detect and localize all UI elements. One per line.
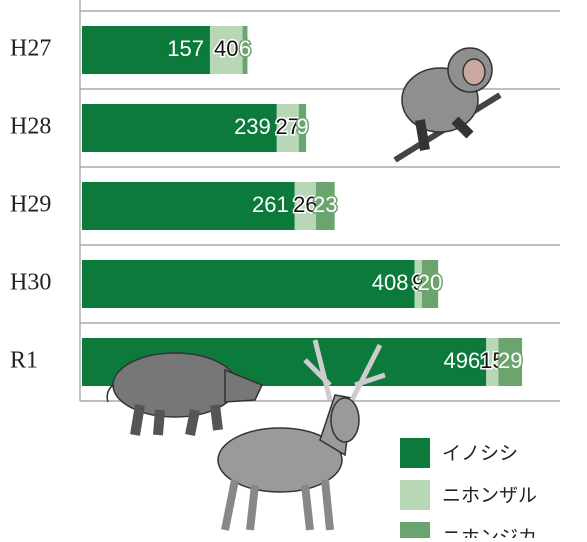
bar-segment	[82, 260, 415, 308]
y-tick-label: H30	[10, 270, 51, 296]
value-label: 496	[444, 348, 481, 373]
value-label: 6	[239, 36, 251, 61]
value-label: 408	[372, 270, 409, 295]
legend-swatch	[400, 480, 430, 510]
value-label: 239	[234, 114, 271, 139]
legend-swatch	[400, 522, 430, 538]
value-label: 261	[252, 192, 289, 217]
legend-label: ニホンザル	[442, 485, 537, 507]
value-label: 23	[313, 192, 337, 217]
value-label: 29	[498, 348, 522, 373]
y-tick-label: H28	[10, 114, 51, 140]
value-label: 157	[167, 36, 204, 61]
legend-label: イノシシ	[442, 443, 518, 465]
value-label: 40	[214, 36, 238, 61]
y-tick-label: H29	[10, 192, 51, 218]
legend-swatch	[400, 438, 430, 468]
y-tick-label: H27	[10, 36, 51, 62]
chart: H27157406H28239279H292612623H30408920R14…	[0, 0, 587, 538]
legend-label: ニホンジカ	[442, 527, 537, 539]
monkey-illustration	[395, 48, 500, 160]
value-label: 20	[418, 270, 442, 295]
y-tick-label: R1	[10, 348, 38, 374]
value-label: 9	[296, 114, 308, 139]
